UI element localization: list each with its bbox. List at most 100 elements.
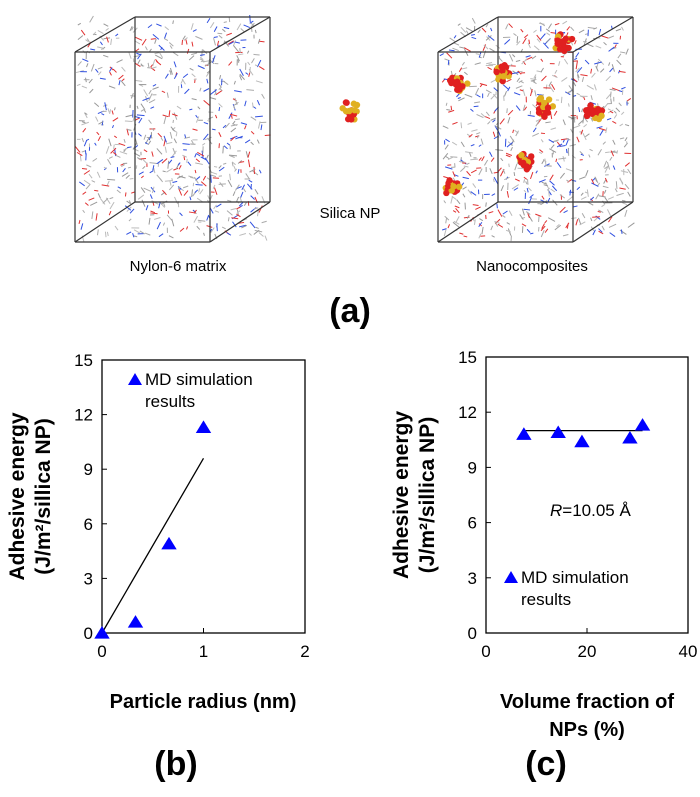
silica-np-label: Silica NP: [319, 205, 381, 222]
molecule-bond: [485, 35, 492, 41]
molecule-bond: [618, 70, 626, 73]
molecule-bond: [239, 48, 241, 53]
molecule-bond: [109, 67, 113, 72]
molecule-bond: [184, 134, 187, 138]
molecule-bond: [566, 179, 570, 183]
molecule-bond: [497, 223, 504, 228]
molecule-bond: [109, 71, 112, 76]
molecule-bond: [459, 166, 466, 172]
chart-b-xtick-label: 1: [199, 642, 208, 661]
molecule-bond: [452, 47, 459, 52]
molecule-bond: [190, 176, 197, 180]
molecule-bond: [447, 60, 450, 65]
molecule-bond: [189, 67, 194, 71]
molecule-bond: [470, 169, 477, 174]
atom: [583, 111, 591, 119]
molecule-bond: [140, 108, 146, 112]
chart-c-ytick-label: 9: [468, 458, 477, 477]
molecule-bond: [233, 165, 236, 170]
molecule-bond: [619, 137, 625, 140]
atom: [499, 77, 506, 85]
molecule-bond: [505, 24, 509, 30]
molecule-bond: [619, 177, 624, 185]
molecule-bond: [213, 37, 216, 46]
molecule-bond: [614, 44, 617, 48]
cube-edge: [209, 201, 271, 243]
molecule-bond: [201, 142, 206, 146]
molecule-bond: [505, 154, 511, 158]
molecule-bond: [579, 151, 584, 155]
molecule-bond: [465, 151, 473, 154]
molecule-bond: [508, 163, 510, 168]
chart-b-data-point: [161, 536, 177, 550]
molecule-bond: [538, 151, 543, 154]
molecule-bond: [81, 121, 86, 124]
molecule-bond: [171, 113, 178, 117]
molecule-bond: [462, 186, 467, 190]
molecule-bond: [457, 23, 461, 26]
molecule-bond: [463, 235, 468, 238]
molecule-bond: [580, 153, 585, 156]
molecule-bond: [158, 233, 164, 238]
molecule-bond: [109, 197, 114, 200]
molecule-bond: [582, 132, 587, 141]
molecule-bond: [250, 116, 257, 121]
molecule-bond: [105, 146, 110, 154]
molecule-bond: [491, 193, 496, 196]
molecule-bond: [99, 77, 106, 80]
chart-c: 0 3 6 9 12 15 0 20 40 Adhesive energy (J/m²/sillic…: [390, 348, 697, 661]
molecule-bond: [529, 88, 533, 97]
molecule-bond: [612, 139, 616, 145]
molecule-bond: [584, 59, 590, 65]
molecule-bond: [580, 129, 584, 135]
molecule-bond: [510, 146, 513, 152]
atom: [595, 115, 603, 123]
molecule-bond: [256, 59, 262, 68]
molecule-bond: [516, 77, 521, 83]
molecule-bond: [212, 128, 216, 131]
molecule-bond: [529, 171, 534, 180]
molecule-bond: [536, 38, 541, 43]
molecule-bond: [545, 84, 548, 90]
molecule-bond: [93, 31, 97, 36]
molecule-bond: [133, 229, 141, 234]
molecule-bond: [452, 121, 458, 125]
molecule-bond: [154, 38, 157, 44]
molecule-bond: [187, 161, 192, 166]
molecule-bond: [539, 22, 546, 27]
molecule-bond: [622, 202, 628, 206]
molecule-bond: [105, 27, 109, 31]
molecule-bond: [191, 98, 197, 101]
molecule-bond: [138, 133, 142, 137]
molecule-bond: [210, 97, 217, 100]
molecule-bond: [597, 149, 602, 156]
molecule-bond: [228, 41, 234, 45]
molecule-bond: [541, 223, 545, 229]
molecule-bond: [255, 115, 263, 118]
molecule-bond: [485, 111, 490, 117]
molecule-bond: [126, 231, 132, 235]
molecule-bond: [194, 189, 199, 194]
molecule-bond: [196, 153, 201, 157]
molecule-bond: [575, 67, 580, 73]
molecule-bond: [460, 67, 468, 70]
molecule-bond: [165, 141, 173, 145]
molecule-bond: [492, 131, 496, 137]
molecule-bond: [224, 122, 230, 129]
molecule-bond: [229, 173, 232, 181]
molecule-bond: [86, 38, 90, 43]
molecule-bond: [525, 211, 531, 215]
molecule-bond: [533, 74, 537, 79]
cube-edge: [437, 201, 499, 243]
molecule-bond: [587, 26, 595, 29]
molecule-bond: [621, 111, 625, 115]
molecule-bond: [523, 34, 529, 39]
molecule-bond: [76, 151, 83, 157]
cube-edge: [572, 201, 634, 243]
molecule-bond: [612, 120, 617, 124]
molecule-bond: [533, 29, 537, 33]
molecule-bond: [522, 104, 526, 112]
molecule-bond: [549, 174, 554, 181]
molecule-bond: [118, 74, 124, 80]
molecule-bond: [525, 55, 531, 58]
